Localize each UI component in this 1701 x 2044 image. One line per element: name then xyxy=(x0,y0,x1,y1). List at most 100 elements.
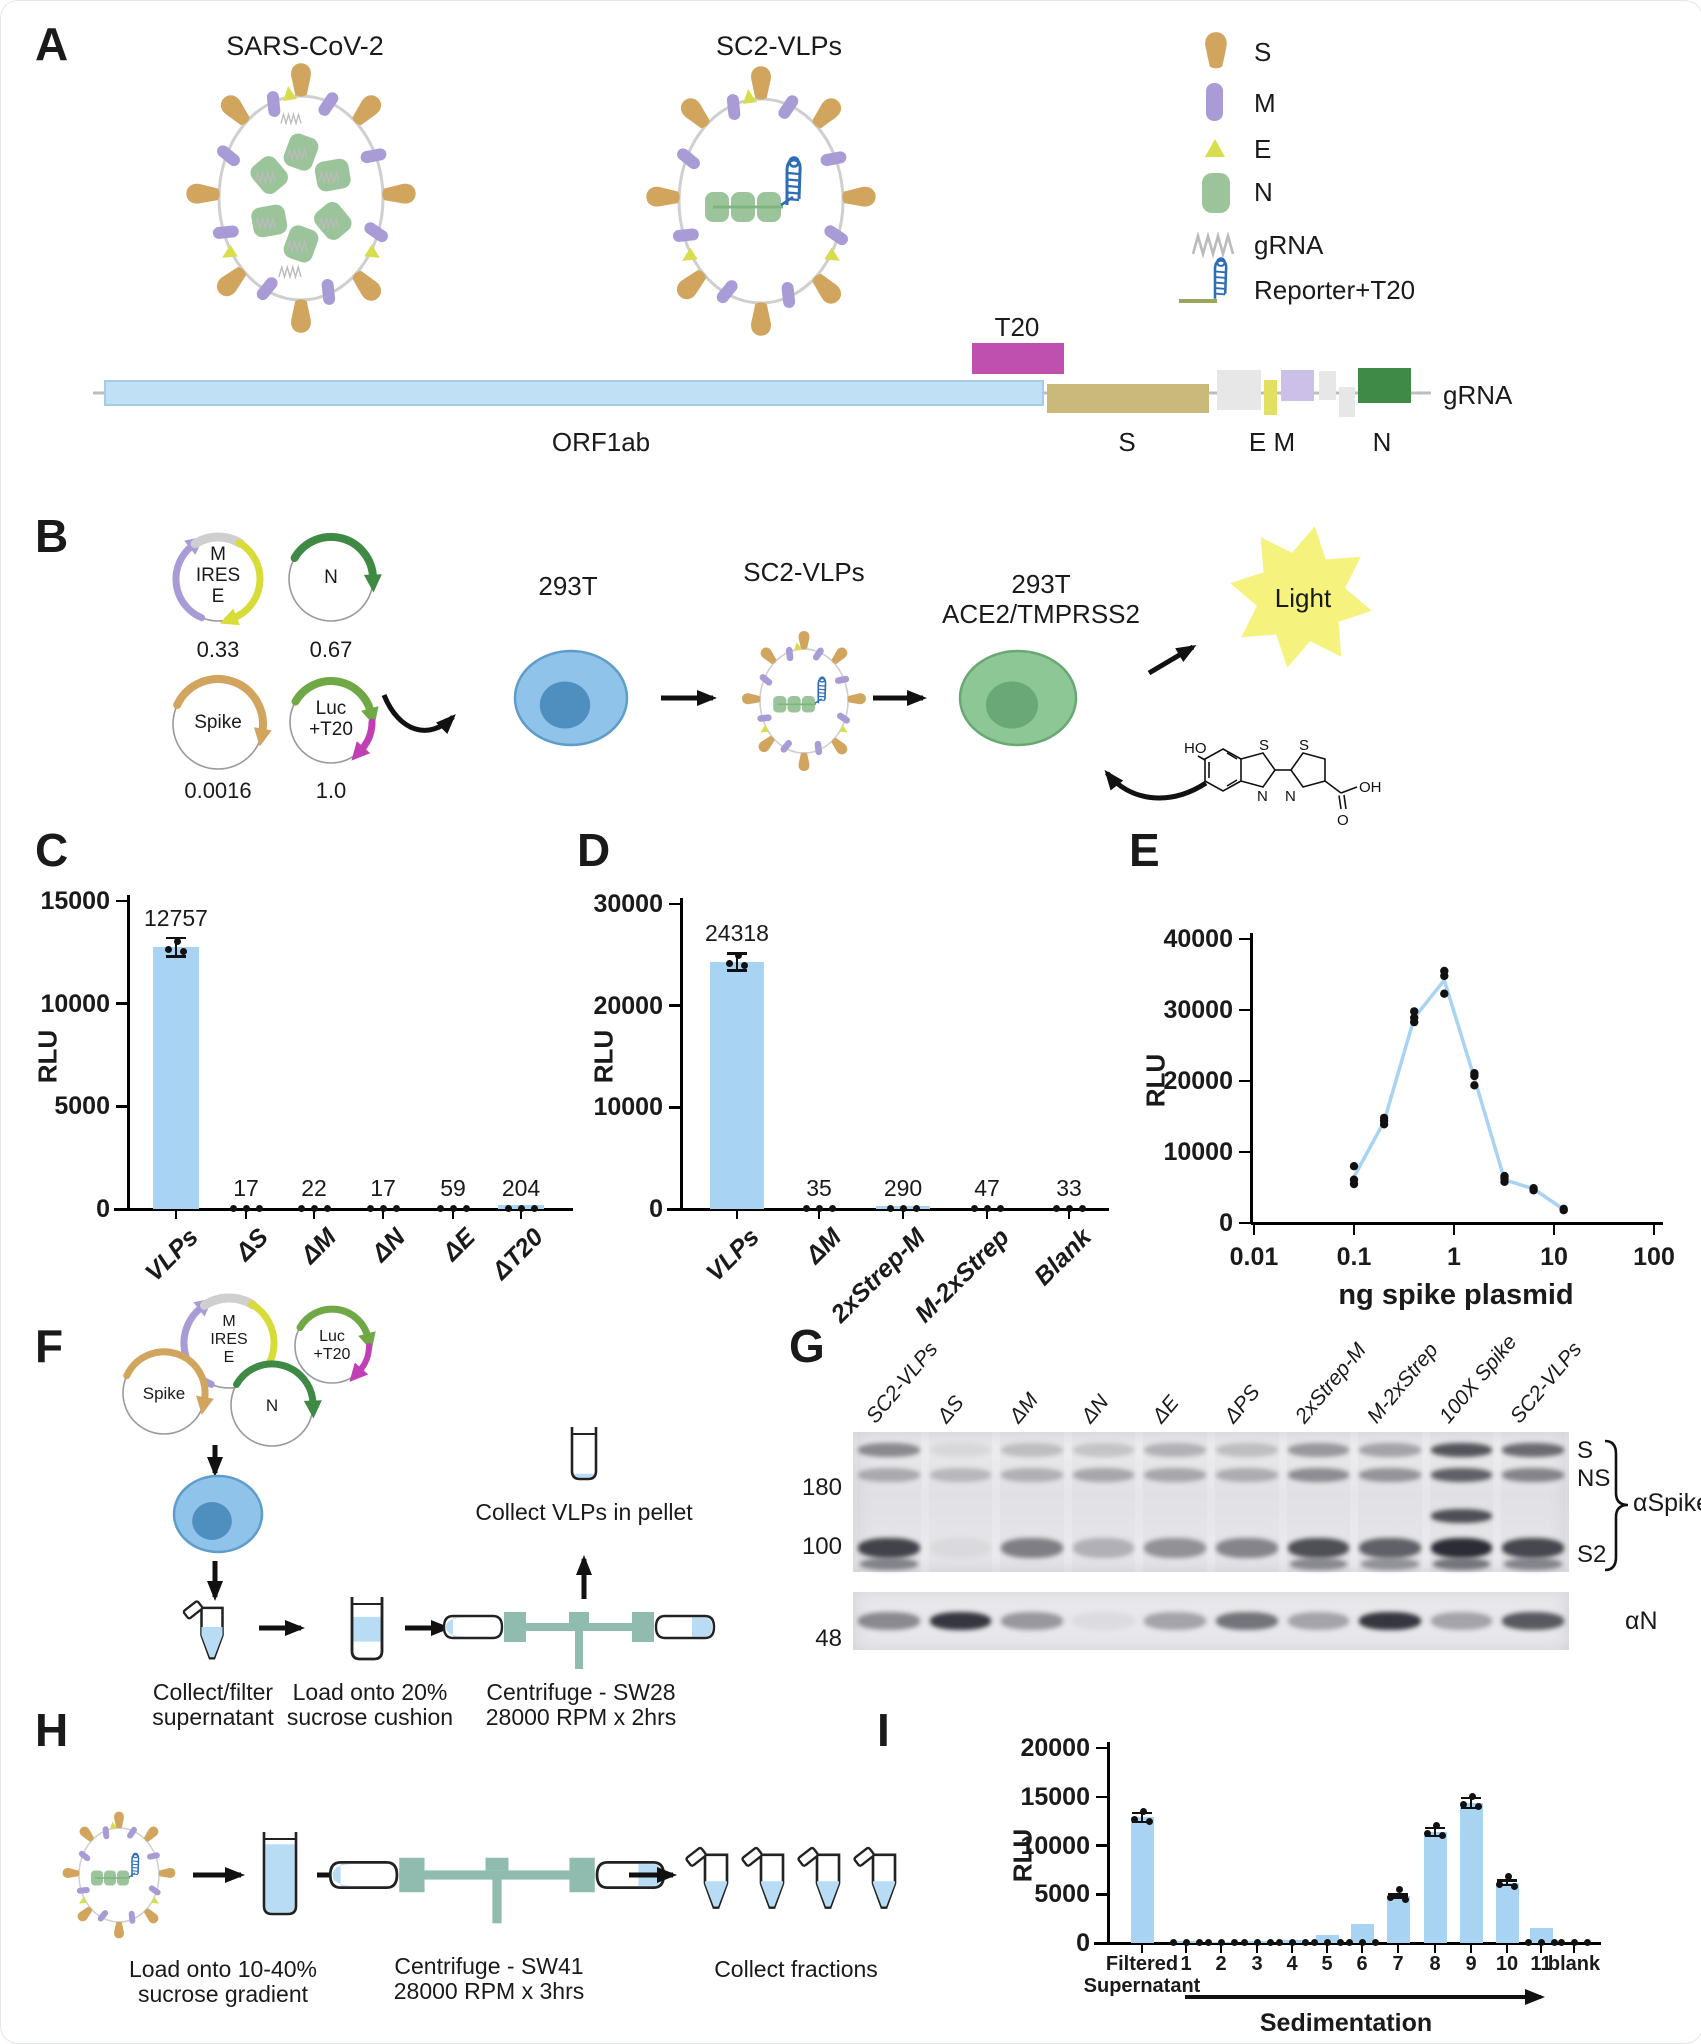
grna-squiggle-icon xyxy=(254,170,276,185)
data-point xyxy=(1358,1938,1366,1946)
virion-diagram xyxy=(62,1811,176,1939)
blot-band-S xyxy=(858,1443,920,1458)
x-tick xyxy=(1539,1943,1543,1953)
blot-band-S2 xyxy=(858,1538,920,1559)
blot-band-S xyxy=(1430,1443,1493,1458)
genome-em-label: E M xyxy=(1248,427,1296,457)
data-point xyxy=(1301,1938,1309,1946)
blot-band-S xyxy=(1072,1443,1135,1458)
nucleocapsid-icon xyxy=(283,225,319,263)
blot-band-S xyxy=(1001,1443,1063,1458)
data-point xyxy=(1169,1938,1177,1946)
plasmid-icon xyxy=(288,532,382,622)
x-tick xyxy=(735,1209,739,1219)
blot-band-NS xyxy=(1359,1468,1421,1483)
blot-top-aspike xyxy=(853,1432,1569,1572)
x-tick xyxy=(1219,1943,1223,1953)
error-bar xyxy=(174,937,178,957)
y-tick xyxy=(1239,1221,1251,1225)
blot-band-n xyxy=(1144,1612,1206,1630)
membrane-protein-icon xyxy=(97,1910,109,1922)
membrane-protein-icon xyxy=(820,151,847,167)
panel-label-e: E xyxy=(1129,824,1160,876)
data-point xyxy=(517,1204,525,1212)
x-tick xyxy=(1067,1209,1071,1219)
data-point xyxy=(1524,1938,1532,1946)
x-tick-label: 0.01 xyxy=(1229,1243,1279,1271)
series-line xyxy=(1352,976,1565,1211)
blot-band-S xyxy=(1359,1443,1421,1458)
x-tick xyxy=(451,1209,455,1219)
gene-s xyxy=(1047,384,1209,413)
y-tick-label: 40000 xyxy=(1163,925,1233,953)
error-cap xyxy=(727,969,747,972)
data-point xyxy=(1410,1007,1419,1016)
x-tick xyxy=(1255,1943,1259,1953)
sedimentation-label: Sedimentation xyxy=(1259,2009,1433,2037)
grna-squiggle-icon xyxy=(286,239,308,254)
data-point xyxy=(1371,1938,1379,1946)
virion-diagram xyxy=(742,631,866,771)
data-point xyxy=(1459,1801,1467,1809)
data-point xyxy=(366,1204,374,1212)
gene-orf1ab xyxy=(104,380,1044,406)
blot-band-s2b xyxy=(1432,1558,1491,1571)
membrane-protein-icon xyxy=(128,1910,136,1924)
plasmid-arrowhead xyxy=(253,727,272,747)
error-cap xyxy=(1461,1806,1481,1809)
blot-band-S xyxy=(929,1443,992,1458)
data-point xyxy=(1570,1938,1578,1946)
y-tick xyxy=(1096,1746,1108,1750)
envelope-protein-icon xyxy=(839,725,848,733)
x-axis xyxy=(1251,1221,1663,1225)
blot-band-n xyxy=(1001,1612,1063,1630)
grna-squiggle-icon xyxy=(318,216,340,231)
category-label: 5 xyxy=(1321,1953,1333,1975)
data-point xyxy=(530,1204,538,1212)
plasmid-icon xyxy=(172,532,264,626)
step-collect-fractions: Collect fractions xyxy=(714,1956,878,1982)
data-point xyxy=(1204,1938,1212,1946)
data-point xyxy=(1379,1113,1389,1123)
data-point xyxy=(310,1204,318,1212)
blot-band-s2b xyxy=(860,1558,918,1571)
envelope-protein-icon xyxy=(364,244,380,258)
data-point xyxy=(1529,1184,1538,1193)
spike-protein-icon xyxy=(114,1921,124,1939)
step-centrifuge-sw28-2: 28000 RPM x 2hrs xyxy=(485,1704,677,1730)
data-point xyxy=(1559,1204,1568,1214)
atom-oh: OH xyxy=(1359,779,1382,796)
tube-icon xyxy=(350,1597,384,1661)
bar-value-label: 24318 xyxy=(705,919,769,946)
plasmid-icon xyxy=(289,677,379,764)
y-tick-label: 0 xyxy=(1219,1209,1233,1237)
bar-value-label: 290 xyxy=(883,1175,923,1201)
x-tick xyxy=(1572,1943,1576,1953)
plasmid-arrowhead xyxy=(219,608,240,626)
y-axis xyxy=(126,895,130,1209)
y-tick-label: 10000 xyxy=(1163,1138,1233,1166)
membrane-protein-icon xyxy=(785,646,794,662)
data-point xyxy=(1470,1081,1479,1090)
error-bar xyxy=(1140,1812,1144,1822)
step-load-cushion-1: Load onto 20% xyxy=(292,1679,448,1705)
spike-protein-icon xyxy=(62,1868,80,1878)
bar xyxy=(1350,1924,1374,1943)
blot-band-S2 xyxy=(1430,1538,1493,1559)
data-point xyxy=(1557,1938,1565,1946)
bar-value-label: 33 xyxy=(1056,1175,1082,1201)
data-point xyxy=(996,1204,1004,1212)
atom-s1: S xyxy=(1259,737,1269,754)
data-point xyxy=(392,1204,400,1212)
blot-band-n xyxy=(1287,1612,1350,1630)
membrane-protein-icon xyxy=(812,647,824,661)
y-tick-label: 20000 xyxy=(1163,1067,1233,1095)
membrane-protein-icon xyxy=(759,674,773,686)
data-point xyxy=(1440,989,1449,998)
spike-protein-icon xyxy=(677,269,707,300)
step-load-gradient-2: sucrose gradient xyxy=(137,1981,309,2007)
blot-band-s2b xyxy=(1361,1558,1419,1571)
y-tick-label: 5000 xyxy=(54,1092,110,1121)
data-point xyxy=(1410,1013,1419,1022)
